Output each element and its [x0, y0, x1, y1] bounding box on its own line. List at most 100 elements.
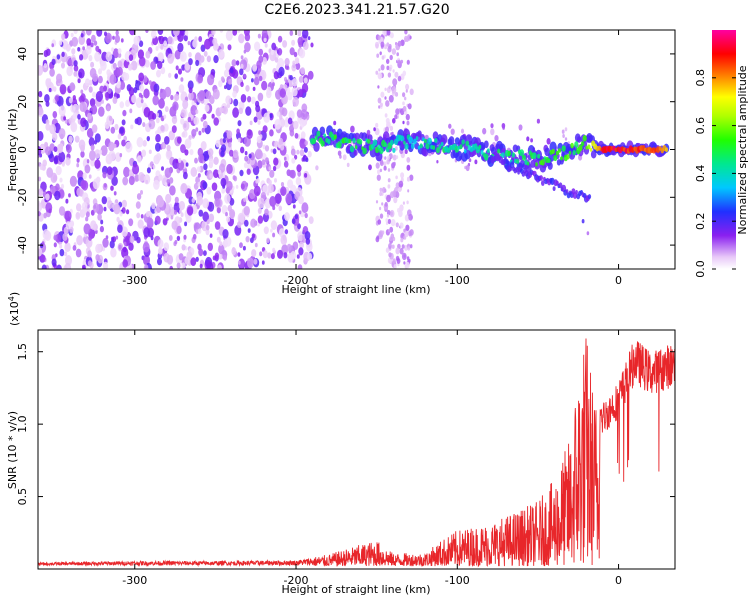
- noise-blob: [205, 228, 210, 236]
- noise-band-blob: [409, 88, 414, 96]
- noise-blob: [59, 84, 67, 95]
- noise-band-blob: [397, 59, 401, 65]
- noise-blob: [293, 51, 298, 58]
- noise-blob: [48, 78, 51, 83]
- noise-blob: [160, 124, 165, 132]
- signal-point: [461, 139, 465, 145]
- noise-blob: [220, 177, 227, 187]
- noise-band-blob: [406, 120, 410, 126]
- noise-blob: [88, 174, 92, 179]
- noise-band-blob: [397, 75, 402, 82]
- noise-blob: [225, 95, 232, 105]
- noise-blob: [243, 206, 250, 216]
- noise-blob: [222, 229, 229, 239]
- noise-blob: [52, 111, 58, 119]
- noise-blob: [85, 216, 89, 222]
- noise-blob: [269, 129, 274, 137]
- noise-blob: [526, 136, 530, 142]
- noise-blob: [298, 195, 304, 205]
- noise-blob: [296, 149, 300, 155]
- noise-blob: [299, 119, 306, 128]
- noise-blob: [181, 244, 186, 251]
- noise-blob: [141, 149, 147, 157]
- colorbar-axis: 0.0 0.2 0.4 0.6 0.8: [694, 69, 736, 278]
- noise-blob: [194, 157, 198, 164]
- noise-blob: [198, 153, 205, 164]
- noise-blob: [176, 235, 181, 241]
- signal-point: [555, 150, 560, 156]
- noise-blob: [119, 127, 125, 134]
- noise-blob: [191, 128, 197, 137]
- noise-blob: [564, 137, 568, 141]
- noise-band-blob: [389, 226, 394, 233]
- noise-blob: [95, 243, 102, 254]
- noise-blob: [176, 225, 182, 235]
- noise-blob: [117, 48, 122, 54]
- noise-blob: [105, 51, 113, 62]
- noise-band-blob: [392, 78, 398, 86]
- noise-blob: [193, 116, 199, 126]
- noise-blob: [152, 164, 156, 170]
- noise-blob: [42, 159, 47, 167]
- noise-blob: [257, 92, 264, 102]
- noise-blob: [197, 181, 201, 187]
- noise-blob: [92, 202, 100, 213]
- noise-blob: [270, 228, 273, 233]
- noise-blob: [164, 106, 169, 113]
- noise-blob: [97, 213, 102, 221]
- noise-band-blob: [405, 113, 410, 121]
- noise-blob: [289, 30, 294, 36]
- noise-band-blob: [405, 89, 408, 93]
- noise-blob: [117, 224, 123, 233]
- noise-blob: [89, 67, 97, 79]
- noise-band-blob: [375, 43, 379, 49]
- noise-blob: [253, 185, 261, 197]
- noise-blob: [404, 149, 408, 155]
- noise-blob: [180, 118, 185, 125]
- noise-blob: [183, 34, 188, 42]
- noise-blob: [252, 86, 256, 91]
- noise-blob: [229, 67, 234, 74]
- signal-point: [501, 152, 505, 159]
- noise-blob: [116, 216, 120, 223]
- noise-blob: [73, 30, 78, 35]
- noise-blob: [44, 94, 50, 103]
- noise-blob: [187, 206, 194, 216]
- noise-blob: [274, 178, 277, 183]
- noise-blob: [119, 101, 125, 109]
- noise-blob: [211, 113, 215, 119]
- noise-blob: [65, 198, 69, 204]
- noise-blob: [86, 159, 90, 164]
- signal-point: [349, 145, 355, 153]
- noise-blob: [138, 40, 144, 47]
- noise-blob: [115, 30, 119, 36]
- noise-blob: [232, 107, 240, 118]
- noise-blob: [64, 251, 68, 257]
- noise-blob: [104, 183, 107, 188]
- noise-blob: [98, 68, 102, 75]
- noise-blob: [465, 164, 470, 172]
- noise-blob: [102, 261, 109, 269]
- noise-blob: [38, 162, 41, 167]
- noise-blob: [198, 209, 204, 217]
- noise-blob: [119, 211, 123, 217]
- noise-blob: [546, 138, 551, 145]
- noise-blob: [143, 107, 151, 118]
- signal-point: [560, 156, 563, 161]
- noise-band-blob: [405, 261, 410, 269]
- noise-blob: [223, 132, 228, 139]
- noise-blob: [246, 168, 251, 175]
- noise-blob: [138, 151, 142, 156]
- noise-blob: [166, 149, 172, 158]
- noise-blob: [284, 57, 290, 66]
- noise-blob: [247, 228, 251, 233]
- noise-blob: [202, 198, 210, 209]
- noise-band-blob: [406, 59, 410, 65]
- noise-blob: [69, 65, 73, 70]
- noise-blob: [303, 77, 308, 84]
- noise-band-blob: [386, 30, 391, 36]
- noise-blob: [174, 239, 178, 245]
- noise-blob: [166, 144, 171, 152]
- noise-blob: [268, 179, 272, 186]
- noise-blob: [213, 156, 219, 165]
